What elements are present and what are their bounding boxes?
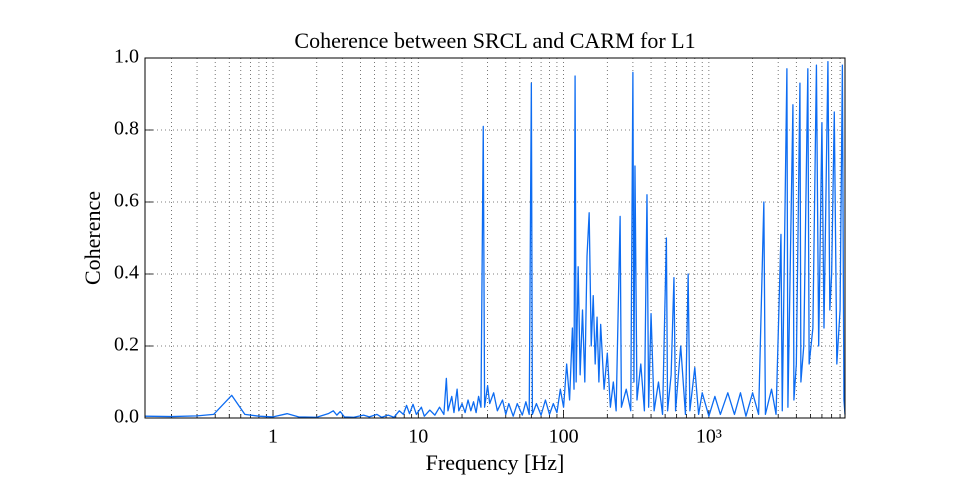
x-tick-label: 100 bbox=[549, 426, 579, 448]
x-axis-label: Frequency [Hz] bbox=[426, 450, 565, 475]
plot-frame bbox=[144, 57, 846, 419]
x-tick-label: 10³ bbox=[696, 426, 722, 448]
y-tick-label: 0.4 bbox=[114, 262, 139, 284]
y-tick-label: 0.0 bbox=[114, 406, 139, 428]
y-tick-label: 0.8 bbox=[114, 118, 139, 140]
y-tick-label: 0.2 bbox=[114, 334, 139, 356]
x-tick-label: 10 bbox=[408, 426, 428, 448]
y-axis-label: Coherence bbox=[80, 191, 105, 285]
data-line bbox=[144, 60, 846, 418]
x-tick-label: 1 bbox=[268, 426, 278, 448]
y-tick-label: 1.0 bbox=[114, 46, 139, 68]
chart-title: Coherence between SRCL and CARM for L1 bbox=[294, 28, 695, 53]
y-tick-label: 0.6 bbox=[114, 190, 139, 212]
